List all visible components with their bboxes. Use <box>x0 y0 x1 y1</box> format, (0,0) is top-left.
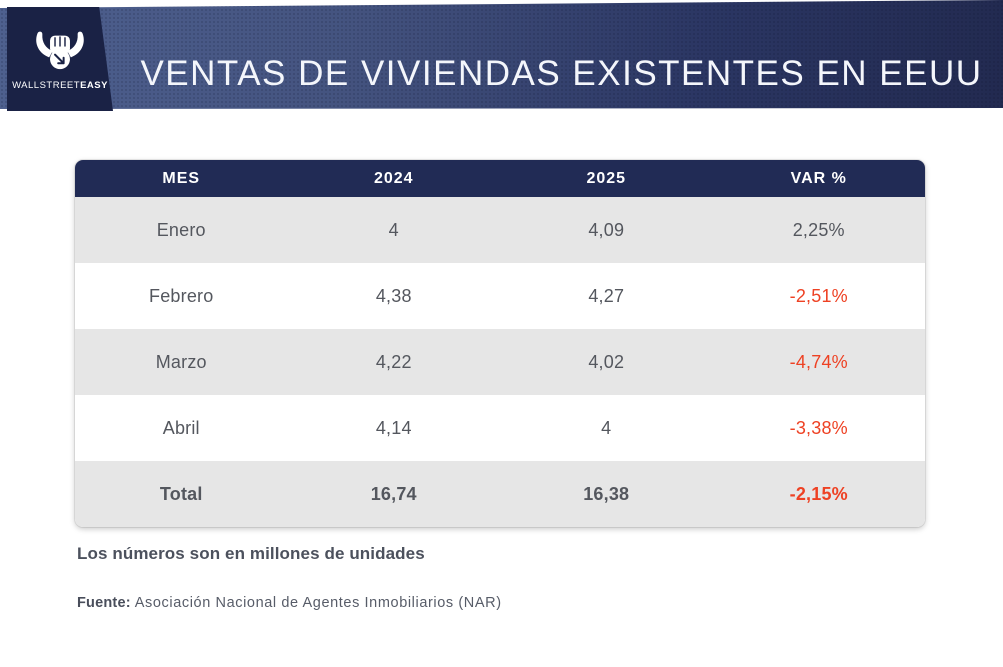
table-row-enero: Enero 4 4,09 2,25% <box>75 197 925 263</box>
source-note: Fuente: Asociación Nacional de Agentes In… <box>77 595 502 611</box>
table-header-row: MES 2024 2025 VAR % <box>75 160 925 197</box>
cell-mes: Abril <box>75 395 288 461</box>
sales-table: MES 2024 2025 VAR % Enero 4 4,09 2,25% F… <box>75 160 925 527</box>
cell-2024: 16,74 <box>287 461 500 527</box>
cell-mes: Total <box>75 461 288 527</box>
cell-mes: Enero <box>75 197 288 263</box>
cell-2025: 4,27 <box>500 263 713 329</box>
bull-icon <box>36 31 84 69</box>
header-banner: VENTAS DE VIVIENDAS EXISTENTES EN EEUU <box>0 0 1003 109</box>
units-note: Los números son en millones de unidades <box>77 544 425 563</box>
column-header-mes: MES <box>75 160 288 197</box>
table-row-marzo: Marzo 4,22 4,02 -4,74% <box>75 329 925 395</box>
column-header-var: VAR % <box>712 160 925 197</box>
source-text: Asociación Nacional de Agentes Inmobilia… <box>134 595 502 611</box>
table-row-abril: Abril 4,14 4 -3,38% <box>75 395 925 461</box>
cell-var: -2,51% <box>712 263 925 329</box>
brand-name-bold: EASY <box>80 79 108 91</box>
source-label: Fuente: <box>77 595 131 611</box>
cell-2025: 16,38 <box>500 461 713 527</box>
table-row-febrero: Febrero 4,38 4,27 -2,51% <box>75 263 925 329</box>
cell-2025: 4 <box>500 395 713 461</box>
page-title: VENTAS DE VIVIENDAS EXISTENTES EN EEUU <box>140 54 983 94</box>
cell-mes: Marzo <box>75 329 288 395</box>
cell-2025: 4,02 <box>500 329 713 395</box>
cell-2024: 4,38 <box>287 263 500 329</box>
brand-logo: WALLSTREETEASY <box>7 7 113 111</box>
cell-2025: 4,09 <box>500 197 713 263</box>
brand-name: WALLSTREETEASY <box>12 80 108 91</box>
cell-2024: 4 <box>287 197 500 263</box>
column-header-2025: 2025 <box>500 160 713 197</box>
cell-var: -3,38% <box>712 395 925 461</box>
cell-2024: 4,14 <box>287 395 500 461</box>
cell-2024: 4,22 <box>287 329 500 395</box>
cell-var: -4,74% <box>712 329 925 395</box>
cell-mes: Febrero <box>75 263 288 329</box>
column-header-2024: 2024 <box>287 160 500 197</box>
cell-var: -2,15% <box>712 461 925 527</box>
cell-var: 2,25% <box>712 197 925 263</box>
table-row-total: Total 16,74 16,38 -2,15% <box>75 461 925 527</box>
brand-name-regular: WALLSTREET <box>12 79 81 91</box>
